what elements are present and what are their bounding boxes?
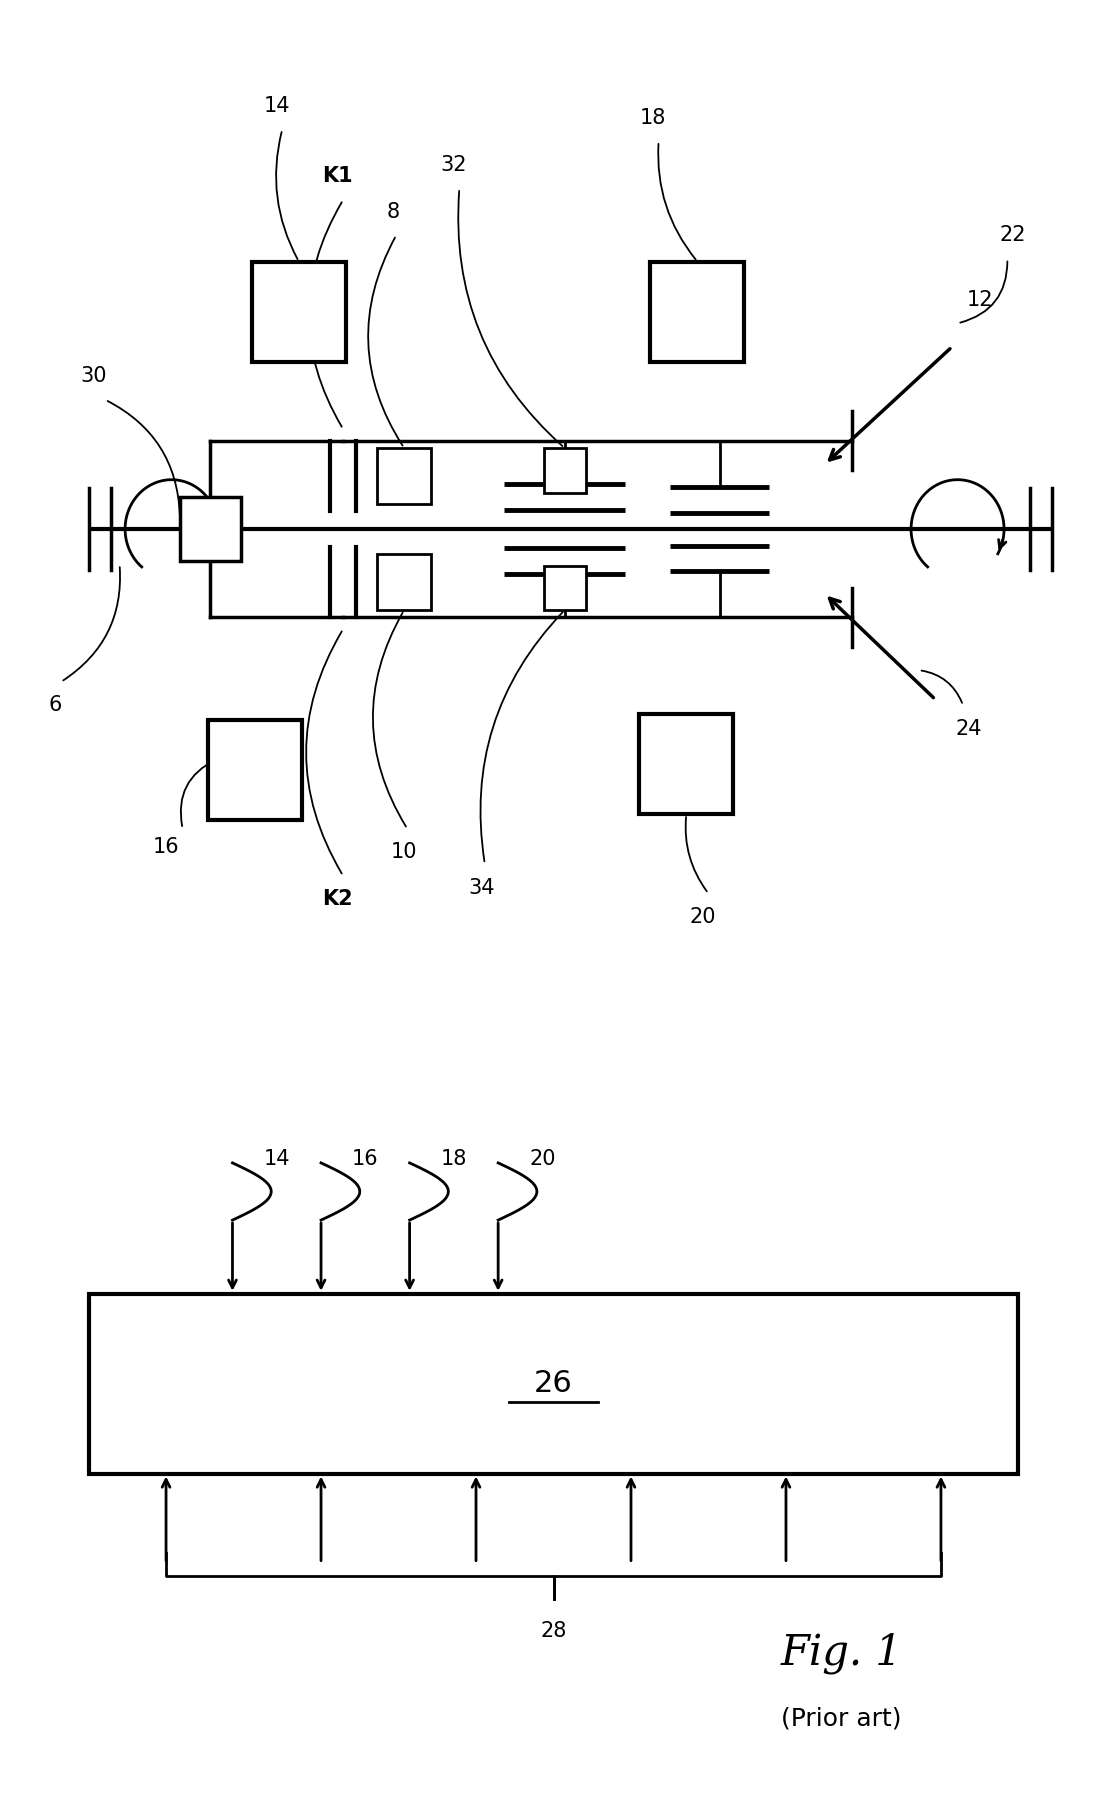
Bar <box>179 496 241 561</box>
Bar <box>377 554 431 611</box>
Text: (Prior art): (Prior art) <box>782 1706 901 1732</box>
Bar <box>207 720 301 819</box>
Bar <box>377 449 431 505</box>
Text: 18: 18 <box>441 1148 467 1168</box>
Text: 26: 26 <box>534 1370 573 1397</box>
Bar <box>544 565 586 611</box>
Text: 34: 34 <box>468 878 495 898</box>
Text: 16: 16 <box>153 836 179 856</box>
Text: 20: 20 <box>529 1148 556 1168</box>
Text: 12: 12 <box>966 289 993 311</box>
Text: 32: 32 <box>441 154 467 174</box>
Text: 30: 30 <box>81 367 107 387</box>
Bar <box>651 262 744 362</box>
Text: 8: 8 <box>386 202 400 222</box>
Text: Fig. 1: Fig. 1 <box>780 1632 902 1675</box>
Bar <box>252 262 346 362</box>
Text: 20: 20 <box>690 907 716 927</box>
Text: K1: K1 <box>322 167 353 187</box>
Text: 14: 14 <box>263 96 290 116</box>
Text: 28: 28 <box>540 1621 567 1641</box>
Bar <box>544 449 586 492</box>
Text: 6: 6 <box>49 696 62 716</box>
Text: K2: K2 <box>322 889 353 910</box>
Bar <box>89 1294 1018 1474</box>
Text: 22: 22 <box>1000 225 1026 245</box>
Text: 16: 16 <box>352 1148 379 1168</box>
Text: 14: 14 <box>263 1148 290 1168</box>
Bar <box>640 714 733 814</box>
Text: 18: 18 <box>640 107 666 127</box>
Text: 10: 10 <box>391 843 417 863</box>
Text: 24: 24 <box>955 720 982 740</box>
